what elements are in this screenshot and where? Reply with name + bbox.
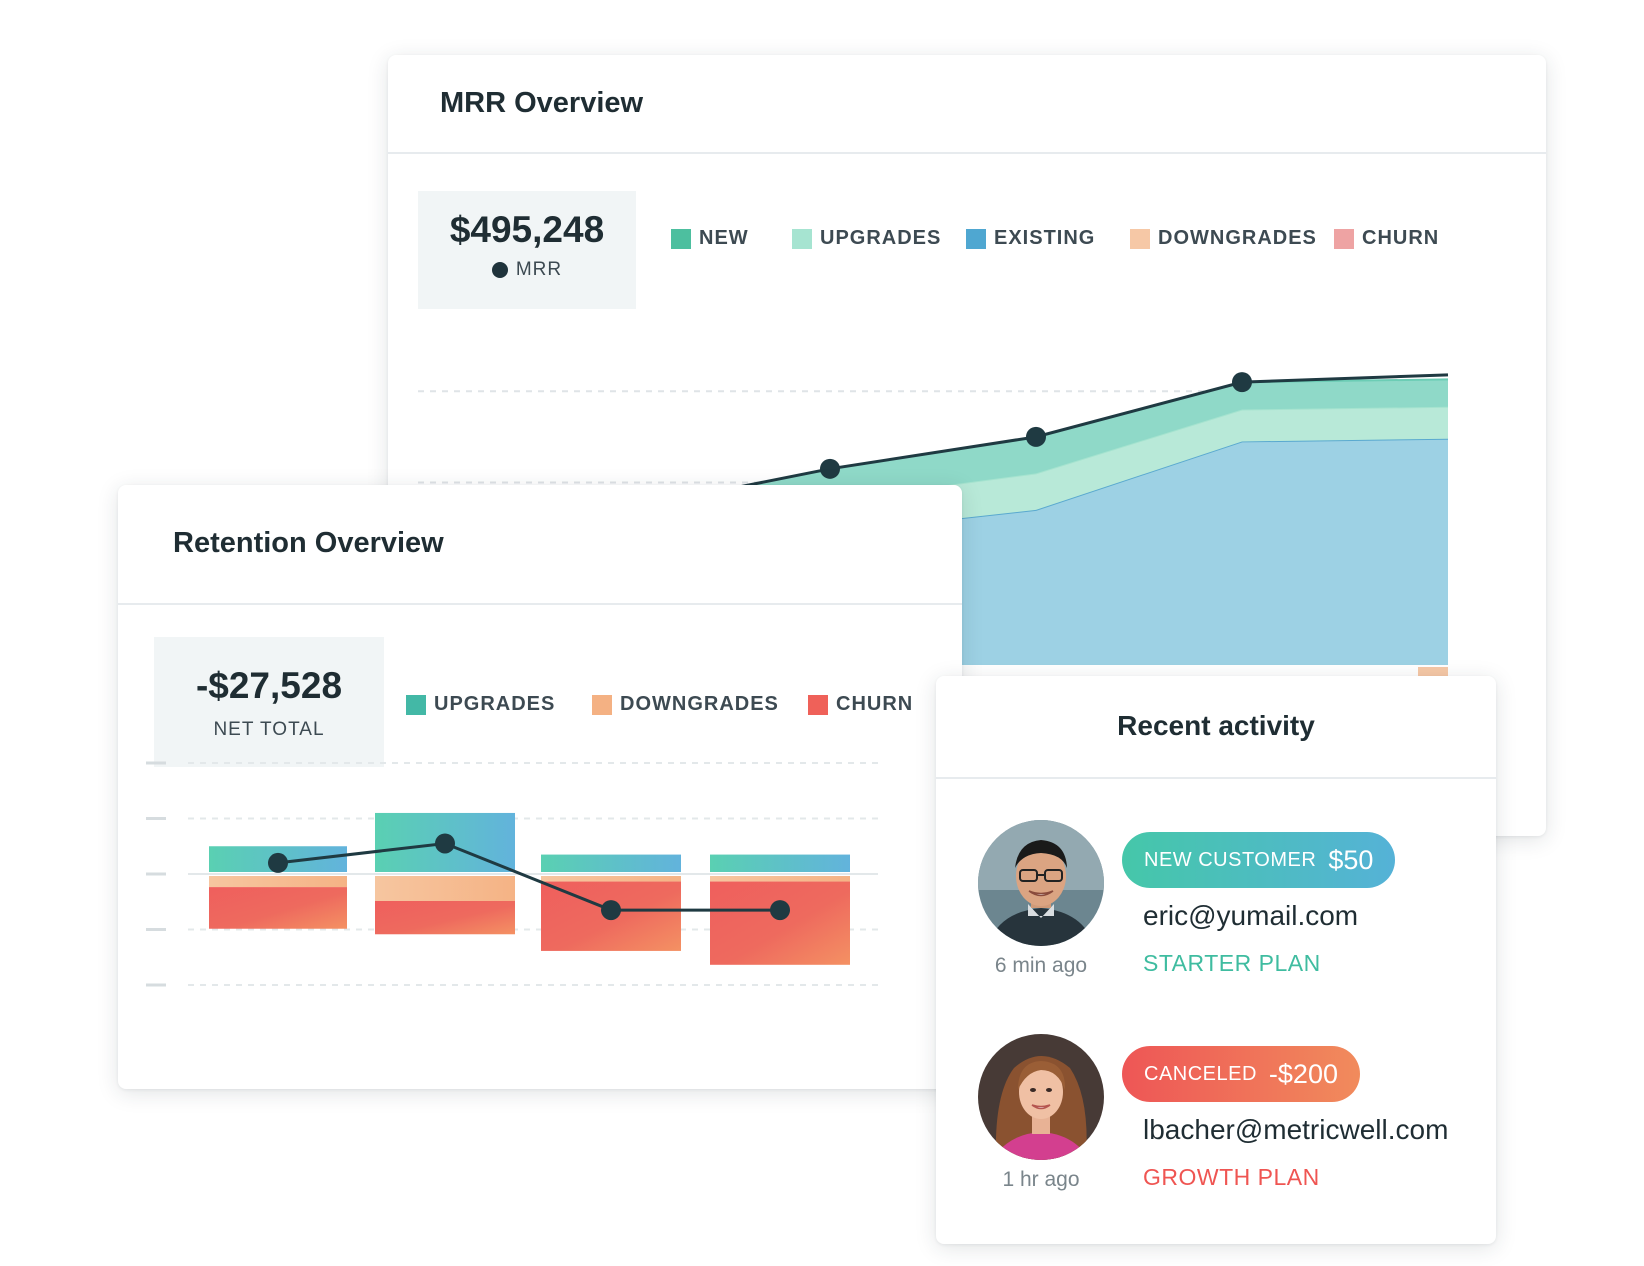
net-total-value: -$27,528 (195, 665, 343, 706)
legend-label-existing: EXISTING (994, 227, 1096, 249)
plan-name: GROWTH PLAN (1143, 1164, 1320, 1190)
bar-downgrades (375, 876, 515, 901)
bar-churn (710, 881, 850, 965)
customer-email[interactable]: eric@yumail.com (1143, 900, 1359, 931)
legend-swatch-new-icon (671, 228, 691, 249)
woman-avatar[interactable] (978, 1034, 1104, 1160)
badge-type: CANCELED (1144, 1062, 1257, 1085)
bar-downgrades (710, 876, 850, 882)
retention-card-header: Retention Overview (118, 485, 962, 605)
retention-overview-card: Retention Overview -$27,528 NET TOTAL UP… (118, 485, 962, 1089)
mrr-card-header: MRR Overview (388, 55, 1546, 154)
bar-downgrades (209, 876, 347, 888)
net-total-label: NET TOTAL (213, 719, 325, 740)
badge-amount: $50 (1328, 844, 1374, 875)
mrr-total-box: $495,248 MRR (418, 191, 636, 309)
mrr-point (1026, 426, 1046, 447)
net-total-box: -$27,528 NET TOTAL (154, 637, 384, 767)
recent-activity-card: Recent activity 6 min ago NEW CUSTOMER $… (936, 676, 1496, 1244)
legend-downgrades[interactable]: DOWNGRADES (1130, 227, 1317, 250)
woman-avatar-icon (978, 1034, 1104, 1160)
mrr-area-new (418, 379, 1448, 579)
legend-label-new: NEW (699, 227, 749, 249)
ret-net-line (277, 841, 780, 912)
new-customer-badge: NEW CUSTOMER $50 (1122, 832, 1396, 888)
legend-swatch-churn-icon (1334, 228, 1354, 249)
ret-net-point (770, 900, 790, 921)
man-avatar-icon (978, 820, 1104, 946)
ret-legend-upgrades[interactable]: UPGRADES (406, 693, 555, 716)
retention-chart (146, 761, 878, 987)
ret-legend-label-churn: CHURN (836, 693, 914, 715)
mrr-card-title: MRR Overview (440, 87, 644, 119)
badge-type: NEW CUSTOMER (1144, 848, 1317, 871)
legend-swatch-downgrades-icon (1130, 228, 1150, 249)
bar-churn (375, 900, 515, 935)
activity-item[interactable]: 1 hr ago CANCELED -$200 lbacher@metricwe… (936, 1034, 1496, 1234)
bar-upgrades (541, 854, 681, 872)
time-ago: 1 hr ago (1002, 1168, 1080, 1191)
legend-swatch-upgrades-icon (792, 228, 812, 249)
canceled-badge: CANCELED -$200 (1122, 1046, 1360, 1102)
mrr-dot-icon (491, 262, 508, 278)
badge-amount: -$200 (1268, 1058, 1338, 1089)
mrr-total-label: MRR (515, 259, 563, 280)
activity-card-title: Recent activity (1117, 710, 1315, 741)
customer-email[interactable]: lbacher@metricwell.com (1143, 1114, 1449, 1145)
ret-net-point (601, 900, 621, 921)
mrr-point (820, 458, 840, 479)
plan-name: STARTER PLAN (1143, 950, 1321, 976)
legend-new[interactable]: NEW (671, 227, 749, 250)
ret-legend-label-upgrades: UPGRADES (434, 693, 556, 715)
bar-churn (209, 887, 347, 929)
ret-legend-swatch-downgrades-icon (592, 694, 612, 715)
legend-upgrades[interactable]: UPGRADES (792, 227, 941, 250)
ret-legend-swatch-upgrades-icon (406, 694, 426, 715)
ret-legend-downgrades[interactable]: DOWNGRADES (592, 693, 779, 716)
mrr-total-value: $495,248 (449, 209, 605, 250)
mrr-point (1232, 372, 1252, 393)
legend-existing[interactable]: EXISTING (966, 227, 1095, 250)
legend-label-churn: CHURN (1362, 227, 1440, 249)
man-avatar[interactable] (978, 820, 1104, 946)
ret-legend-swatch-churn-icon (808, 694, 828, 715)
retention-card-title: Retention Overview (173, 527, 444, 559)
legend-churn[interactable]: CHURN (1334, 227, 1439, 250)
time-ago: 6 min ago (994, 954, 1088, 977)
ret-net-point (435, 833, 455, 854)
ret-net-point (268, 852, 288, 873)
bar-downgrades (541, 876, 681, 882)
ret-legend-churn[interactable]: CHURN (808, 693, 913, 716)
bar-upgrades (710, 854, 850, 872)
legend-label-upgrades: UPGRADES (820, 227, 942, 249)
legend-swatch-existing-icon (966, 228, 986, 249)
legend-label-downgrades: DOWNGRADES (1158, 227, 1317, 249)
activity-item[interactable]: 6 min ago NEW CUSTOMER $50 eric@yumail.c… (936, 820, 1496, 1020)
activity-card-header: Recent activity (936, 676, 1496, 779)
ret-legend-label-downgrades: DOWNGRADES (620, 693, 779, 715)
